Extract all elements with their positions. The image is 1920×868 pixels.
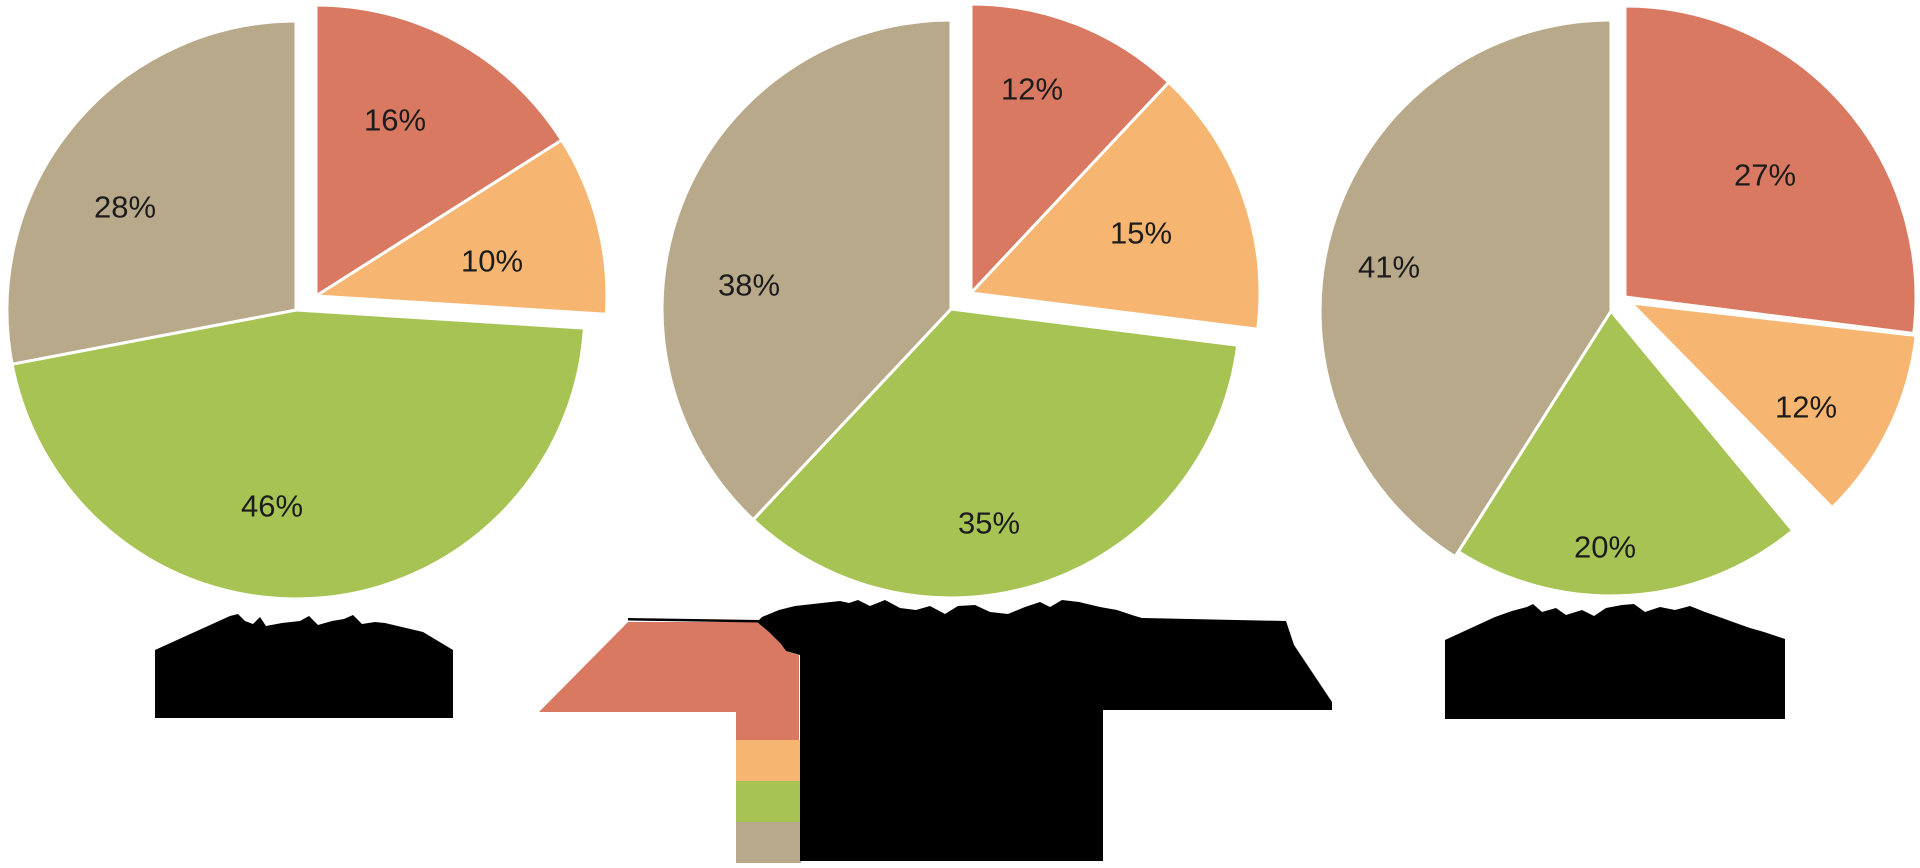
svg-text:12%: 12%	[1775, 390, 1837, 425]
svg-text:16%: 16%	[364, 103, 426, 138]
svg-text:38%: 38%	[718, 268, 780, 303]
svg-text:41%: 41%	[1358, 250, 1420, 285]
svg-text:20%: 20%	[1574, 530, 1636, 565]
svg-text:12%: 12%	[1001, 72, 1063, 107]
svg-text:28%: 28%	[94, 190, 156, 225]
svg-text:46%: 46%	[241, 489, 303, 524]
svg-text:35%: 35%	[958, 506, 1020, 541]
svg-text:15%: 15%	[1110, 216, 1172, 251]
svg-text:10%: 10%	[461, 244, 523, 279]
svg-text:27%: 27%	[1734, 158, 1796, 193]
